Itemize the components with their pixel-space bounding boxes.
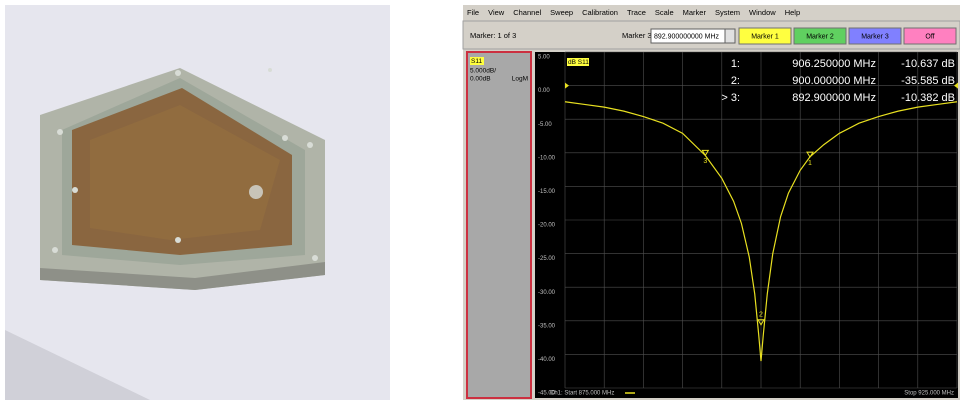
y-tick-label: -20.00 <box>538 223 556 229</box>
marker-button-label: Marker 1 <box>751 33 779 40</box>
readout-value: -10.637 dB <box>901 58 955 70</box>
trace-format: LogM <box>512 76 528 83</box>
y-tick-label: -30.00 <box>538 290 556 296</box>
readout-stimulus: 892.900000 MHz <box>792 92 876 104</box>
sweep-stop: Stop 925.000 MHz <box>904 391 954 397</box>
menu-item[interactable]: Window <box>749 8 776 17</box>
menu-bar: File View Channel Sweep Calibration Trace Scal… <box>467 8 800 17</box>
y-tick-label: -10.00 <box>538 155 556 161</box>
y-tick-label: -15.00 <box>538 189 556 195</box>
marker-button-label: Marker 2 <box>806 33 834 40</box>
y-tick-label: -5.00 <box>538 122 552 128</box>
y-tick-label: 0.00 <box>538 88 550 94</box>
menu-item[interactable]: Channel <box>513 8 541 17</box>
trace-name: S11 <box>471 58 482 65</box>
menu-item[interactable]: System <box>715 8 740 17</box>
y-tick-label: 5.00 <box>538 55 550 61</box>
readout-value: -10.382 dB <box>901 92 955 104</box>
readout-value: -35.585 dB <box>901 75 955 87</box>
y-tick-label: -40.00 <box>538 357 556 363</box>
menu-item[interactable]: Calibration <box>582 8 618 17</box>
menu-item[interactable]: Help <box>785 8 800 17</box>
y-tick-label: -25.00 <box>538 256 556 262</box>
menu-item[interactable]: View <box>488 8 505 17</box>
readout-stimulus: 906.250000 MHz <box>792 58 876 70</box>
photo <box>5 5 390 400</box>
stimulus-value: 892.900000000 MHz <box>654 33 719 40</box>
menu-item[interactable]: Marker <box>683 8 707 17</box>
marker-count: Marker: 1 of 3 <box>470 31 516 40</box>
readout-stimulus: 900.000000 MHz <box>792 75 876 87</box>
sweep-start: Ch1: Start 875.000 MHz <box>550 391 614 397</box>
marker-name: 1 <box>808 160 812 167</box>
marker-name: 2 <box>759 312 763 319</box>
trace-scale: 5.000dB/ <box>470 68 496 75</box>
menu-item[interactable]: Scale <box>655 8 674 17</box>
active-marker: Marker 3 <box>622 31 652 40</box>
marker-button-label: Off <box>925 33 934 40</box>
menu-item[interactable]: File <box>467 8 479 17</box>
readout-label: > 3: <box>721 92 740 104</box>
readout-label: 1: <box>731 58 740 70</box>
y-tick-label: -35.00 <box>538 323 556 329</box>
readout-label: 2: <box>731 75 740 87</box>
marker-button-label: Marker 3 <box>861 33 889 40</box>
trace-label: dB S11 <box>568 59 589 66</box>
spin-button[interactable] <box>725 29 735 43</box>
trace-reference: 0.00dB <box>470 76 491 83</box>
menu-item[interactable]: Trace <box>627 8 646 17</box>
plot-area <box>535 52 958 398</box>
menu-item[interactable]: Sweep <box>550 8 573 17</box>
page: File View Channel Sweep Calibration Trace Scal… <box>0 0 960 403</box>
marker-name: 3 <box>703 158 707 165</box>
channel-panel <box>467 52 531 398</box>
